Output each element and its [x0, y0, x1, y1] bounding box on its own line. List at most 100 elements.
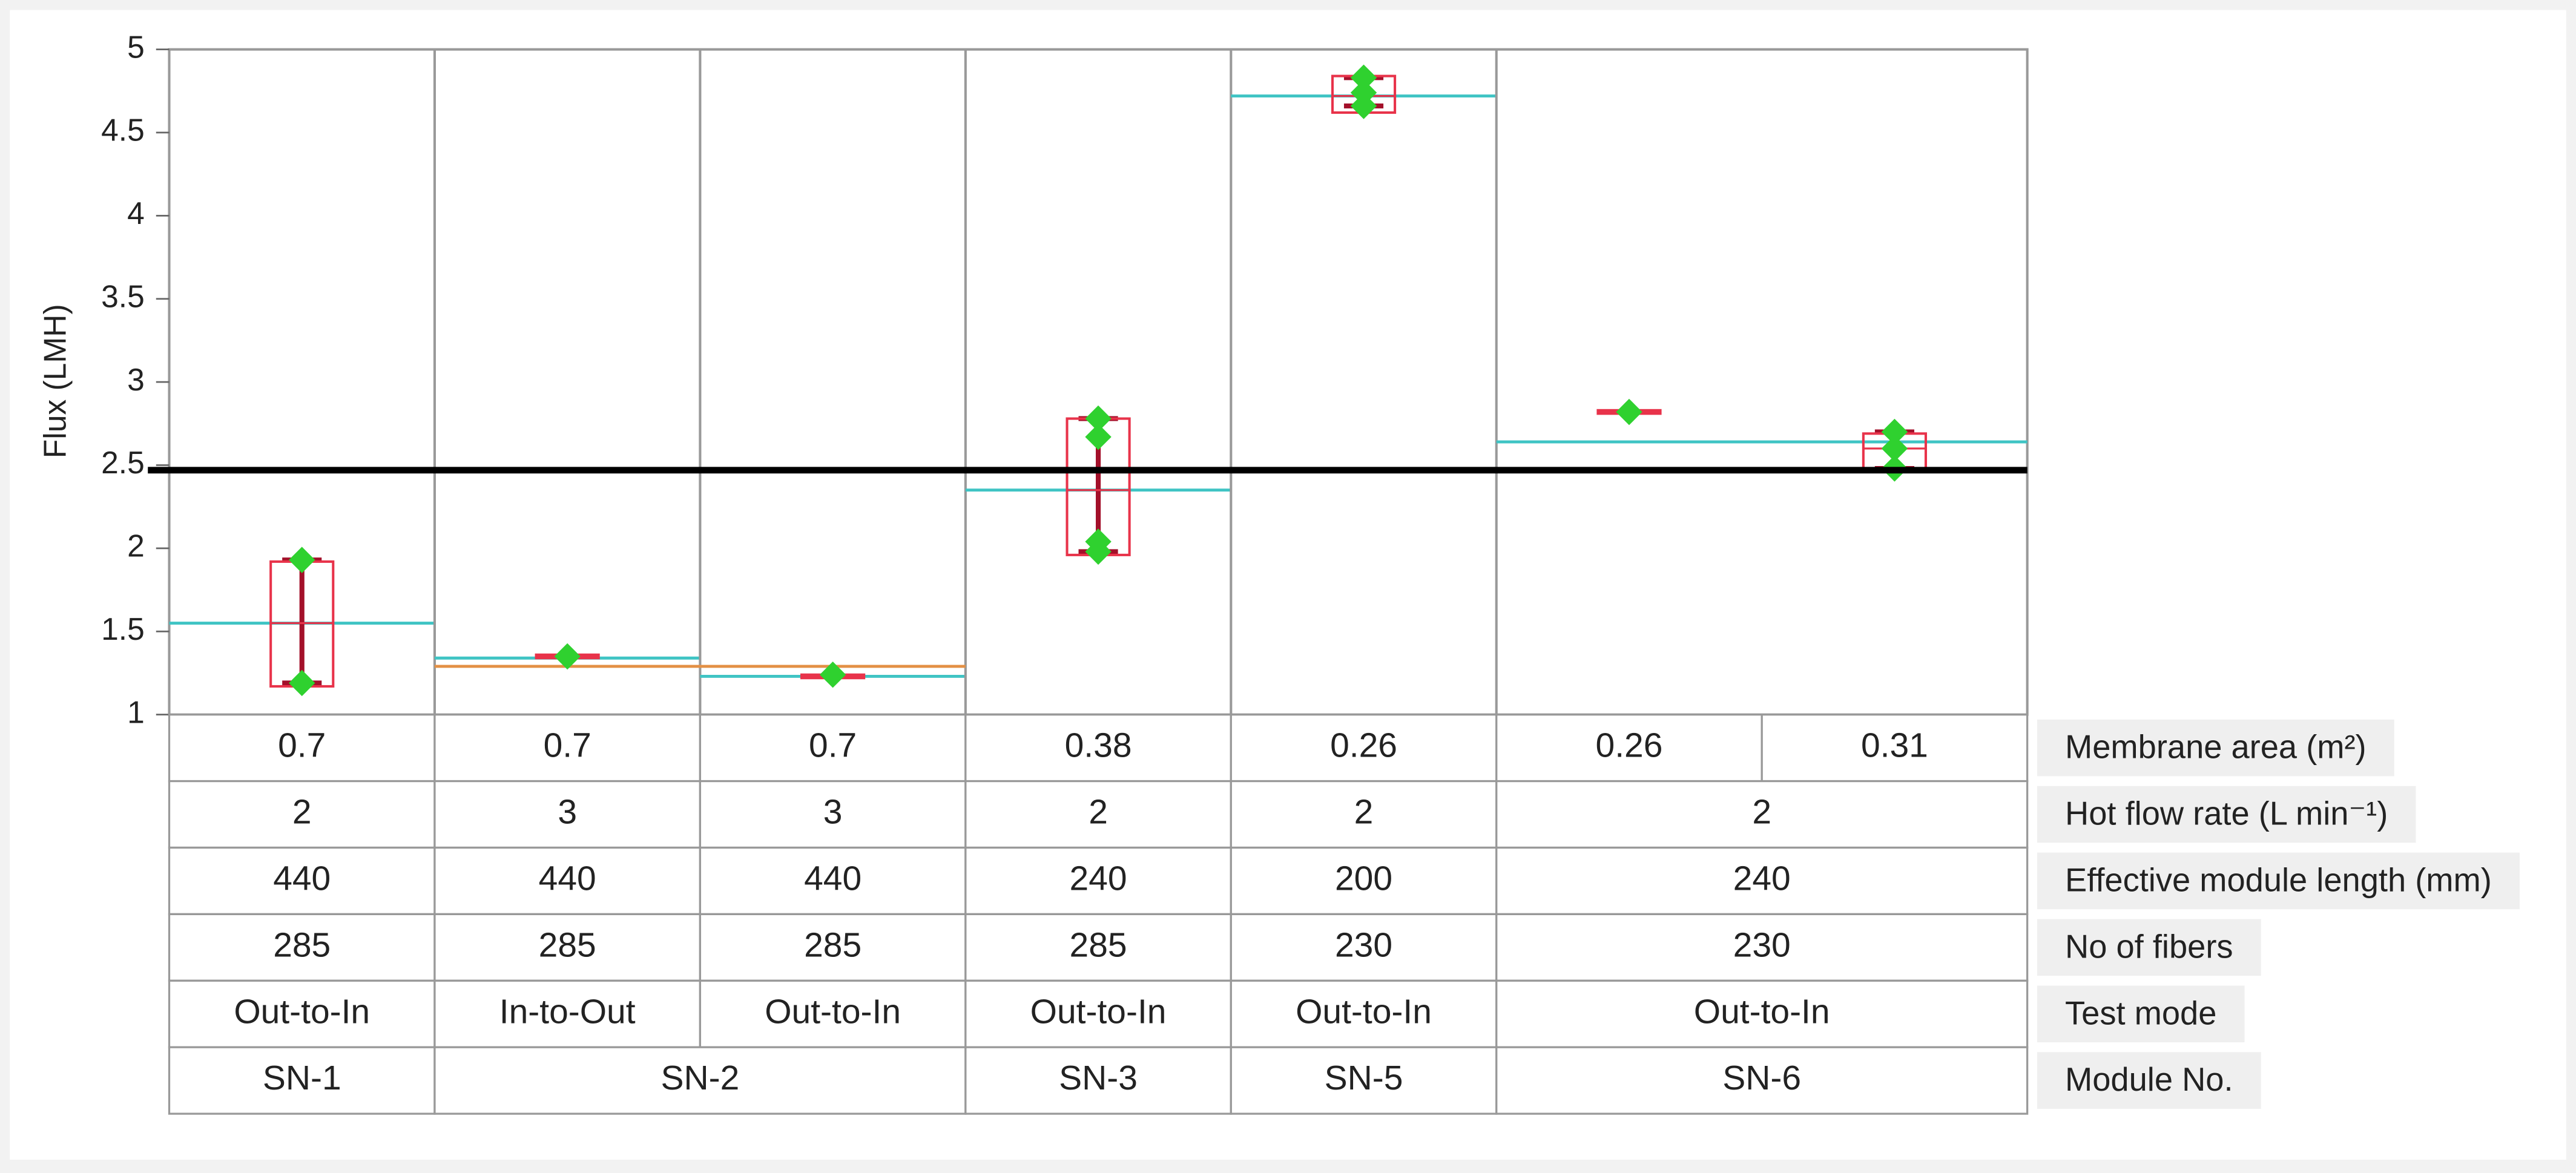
table-cell-text: 0.7 — [278, 726, 326, 765]
row-label-background — [2037, 719, 2394, 777]
table-cell-text: 0.7 — [809, 726, 857, 765]
table-cell — [699, 714, 967, 783]
table-cell-text: 3 — [823, 793, 843, 832]
table-cell-text: SN-6 — [1722, 1059, 1801, 1097]
data-point — [1350, 93, 1377, 119]
table-cell — [699, 780, 967, 849]
y-axis-label: Flux (LMH) — [38, 304, 73, 458]
y-tick-label: 2 — [127, 528, 145, 564]
row-label: Effective module length (mm) — [2065, 861, 2492, 898]
table-cell-text: 0.38 — [1065, 726, 1132, 765]
table-cell-text: Out-to-In — [1030, 992, 1167, 1031]
table-cell-text: SN-2 — [661, 1059, 740, 1097]
row-label: Module No. — [2065, 1061, 2233, 1098]
table-cell-text: 230 — [1335, 925, 1392, 964]
table-cell-text: 285 — [804, 925, 861, 964]
y-tick-label: 3 — [127, 362, 145, 397]
table-cell-text: 2 — [1752, 793, 1771, 832]
table-cell — [1230, 1046, 1498, 1115]
table-cell-text: 440 — [273, 859, 331, 898]
table-cell-text: 0.7 — [544, 726, 591, 765]
table-cell-text: 240 — [1070, 859, 1127, 898]
data-point — [289, 547, 315, 573]
data-point — [1085, 538, 1112, 565]
y-tick-label: 2.5 — [101, 445, 145, 480]
row-label: Membrane area (m²) — [2065, 729, 2367, 766]
table-cell-text: 285 — [1070, 925, 1127, 964]
table-cell-text: Out-to-In — [234, 992, 370, 1031]
data-point — [1881, 435, 1908, 462]
table-cell — [433, 1046, 967, 1115]
plot-area — [168, 48, 2029, 716]
table-cell-text: 2 — [1354, 793, 1374, 832]
table-cell-text: 240 — [1733, 859, 1791, 898]
table-cell — [1495, 714, 1763, 783]
table-cell-text: 0.26 — [1596, 726, 1663, 765]
table-cell — [1495, 780, 2029, 849]
table-cell — [1230, 846, 1498, 916]
table-cell-text: 2 — [292, 793, 312, 832]
table-cell — [168, 780, 436, 849]
table-cell — [1761, 714, 2029, 783]
table-cell — [699, 979, 967, 1048]
row-label: Test mode — [2065, 994, 2216, 1031]
table-cell-text: 440 — [539, 859, 596, 898]
table-cell-text: 440 — [804, 859, 861, 898]
table-cell-text: 285 — [539, 925, 596, 964]
table-cell — [168, 714, 436, 783]
table-cell — [699, 913, 967, 982]
y-tick-label: 1 — [127, 694, 145, 729]
y-tick-label: 4.5 — [101, 113, 145, 148]
row-label-background — [2037, 919, 2261, 976]
table-cell-text: 230 — [1733, 925, 1791, 964]
row-label-background — [2037, 852, 2520, 910]
data-point — [289, 669, 315, 697]
table-cell — [433, 846, 702, 916]
table-cell — [964, 846, 1232, 916]
y-tick-label: 4 — [127, 196, 145, 231]
data-point — [554, 643, 581, 670]
table-cell — [964, 780, 1232, 849]
table-cell — [1495, 913, 2029, 982]
row-label: Hot flow rate (L min⁻¹) — [2065, 795, 2388, 832]
table-cell — [964, 1046, 1232, 1115]
table-cell — [1495, 1046, 2029, 1115]
table-cell-text: SN-3 — [1059, 1059, 1138, 1097]
row-label: No of fibers — [2065, 928, 2233, 965]
table-cell-text: 0.31 — [1861, 726, 1928, 765]
table-cell-text: Out-to-In — [1296, 992, 1432, 1031]
row-label-background — [2037, 1052, 2261, 1109]
table-cell-text: SN-1 — [263, 1059, 341, 1097]
table-cell-text: In-to-Out — [499, 992, 636, 1031]
data-point — [1085, 424, 1112, 450]
y-tick-label: 5 — [127, 29, 145, 64]
table-cell — [168, 913, 436, 982]
table-cell — [433, 780, 702, 849]
data-point — [1350, 64, 1377, 91]
table-cell-text: 2 — [1089, 793, 1108, 832]
row-label-background — [2037, 985, 2245, 1043]
table-cell — [699, 846, 967, 916]
table-cell — [1495, 846, 2029, 916]
table-cell — [1230, 913, 1498, 982]
table-cell-text: Out-to-In — [765, 992, 901, 1031]
table-cell-text: 200 — [1335, 859, 1392, 898]
y-tick-label: 3.5 — [101, 278, 145, 314]
data-point — [1881, 418, 1908, 445]
data-point — [1616, 398, 1642, 426]
table-cell-text: 285 — [273, 925, 331, 964]
table-cell-text: SN-5 — [1325, 1059, 1403, 1097]
table-cell — [1230, 780, 1498, 849]
y-tick-label: 1.5 — [101, 611, 145, 646]
table-cell-text: 0.26 — [1330, 726, 1397, 765]
row-label-background — [2037, 786, 2416, 843]
table-cell — [964, 714, 1232, 783]
table-cell — [1230, 714, 1498, 783]
data-point — [819, 662, 846, 688]
table-cell-text: 3 — [558, 793, 577, 832]
table-cell-text: Out-to-In — [1694, 992, 1830, 1031]
table-cell — [1495, 979, 2029, 1048]
data-point — [1085, 405, 1112, 432]
